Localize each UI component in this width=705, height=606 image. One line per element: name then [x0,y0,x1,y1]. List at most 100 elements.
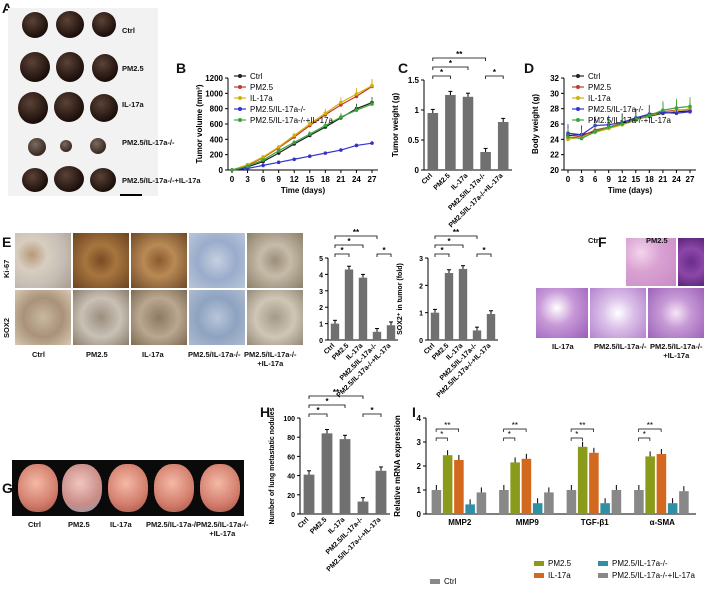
y-tick-label: 20 [550,166,559,175]
x-tick-label: 15 [631,175,640,184]
legend-marker [238,85,242,89]
x-tick-label: 27 [686,175,695,184]
panel-e-col-label: Ctrl [32,350,45,359]
y-tick-label: 2 [319,305,323,312]
data-point [323,111,328,116]
data-point [620,122,625,126]
x-tick-label: 6 [261,175,266,184]
bar [358,277,368,340]
category-label: MMP2 [448,518,472,527]
sig-label: * [449,59,453,68]
category-label: Ctrl [421,172,435,186]
legend-entry: IL-17a [548,571,571,580]
sig-bracket [334,244,364,248]
sig-label: ** [444,421,450,430]
y-axis-label: SOX2⁺ in tumor (fold) [397,263,404,335]
x-tick-label: 3 [579,175,584,184]
x-tick-label: 21 [336,175,345,184]
x-tick-label: 9 [276,175,281,184]
x-tick-label: 21 [658,175,667,184]
sig-label: * [440,430,443,439]
data-point [261,163,265,168]
x-tick-label: 12 [290,175,299,184]
data-point [354,143,359,148]
panel-e-label: E [2,234,12,250]
data-point [566,135,570,139]
bar [339,439,351,514]
y-tick-label: 0 [417,510,422,519]
bar [645,456,655,514]
panel-f-col-label: PM2.5 [646,236,668,245]
sig-bracket [434,235,478,239]
bar [430,312,440,340]
y-tick-label: 0 [419,338,423,345]
bar [476,492,487,514]
bar [566,490,577,514]
bar [634,490,644,514]
panel-a-label: A [2,0,12,16]
legend-entry: PM2.5/IL-17a-/-+IL-17a [612,571,695,580]
bar [375,470,387,514]
data-point [245,164,250,168]
panel-e-col-label: PM2.5/IL-17a-/- +IL-17a [244,350,297,368]
sig-label: ** [456,50,463,59]
bar [444,273,454,340]
sig-label: * [370,406,374,415]
x-tick-label: 0 [566,175,571,184]
data-point [292,140,297,145]
sig-bracket [570,428,594,432]
sig-label: * [482,246,486,255]
x-tick-label: 27 [368,175,377,184]
data-point [323,151,328,155]
legend-entry: PM2.5/IL-17a-/- [588,105,644,114]
sig-label: * [508,430,511,439]
sig-label: ** [453,228,460,237]
panel-a-row-label: Ctrl [122,26,135,35]
panel-a-photo [8,8,158,196]
legend-swatch [430,579,440,584]
legend-entry: Ctrl [250,72,263,81]
y-tick-label: 26 [550,120,559,129]
data-point [276,149,281,153]
y-tick-label: 4 [319,272,323,279]
bar [386,325,396,340]
sig-label: * [575,430,578,439]
legend-entry: Ctrl [588,72,601,81]
x-tick-label: 6 [593,175,598,184]
legend-entry: PM2.5 [250,83,274,92]
bar [472,330,482,340]
legend-marker [576,118,580,122]
data-point [307,154,312,158]
legend-marker [576,74,580,78]
bar [357,501,369,514]
bar [372,331,382,340]
x-tick-label: 15 [305,175,314,184]
bar [521,458,532,514]
panel-f-col-label: IL-17a [552,342,574,351]
panel-f-col-label: PM2.5/IL-17a-/- [594,342,647,351]
sig-bracket [362,413,382,417]
bar [344,269,354,340]
data-point [261,155,265,159]
sig-label: * [382,246,386,255]
category-label: MMP9 [516,518,540,527]
x-tick-label: 9 [606,175,611,184]
data-point [261,158,265,162]
sig-bracket [308,395,364,399]
y-tick-label: 2 [419,283,423,290]
data-point [647,113,652,118]
bar [442,455,453,514]
data-point [339,100,343,105]
sig-bracket [435,428,459,432]
bar [458,268,468,340]
sig-label: * [340,246,344,255]
bar [497,122,509,170]
panel-a-row-label: PM2.5/IL-17a-/- [122,138,175,147]
sig-label: * [440,246,444,255]
y-tick-label: 0 [291,512,295,519]
legend-entry: Ctrl [444,577,457,586]
y-tick-label: 30 [550,89,559,98]
bar [544,492,554,514]
sig-label: * [447,237,451,246]
